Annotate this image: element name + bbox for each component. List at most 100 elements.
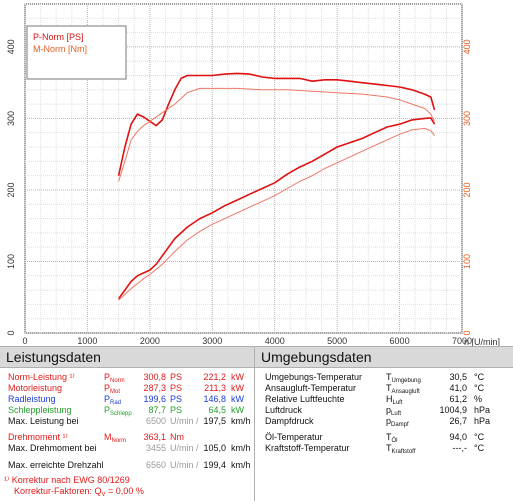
row-value-1: 87,7: [148, 405, 166, 415]
row-symbol: PSchlepp: [104, 405, 132, 417]
y-tick-label-left: 0: [6, 330, 16, 335]
x-tick-label: 1000: [77, 336, 97, 346]
row-label: Kraftstoff-Temperatur: [265, 443, 350, 453]
y-tick-label-left: 100: [6, 254, 16, 269]
row-label: Radleistung: [8, 394, 56, 404]
row-value-2: 105,0: [203, 443, 226, 453]
series-line: [117, 117, 436, 300]
series-line: [118, 87, 435, 182]
x-tick-label: 7000: [452, 336, 472, 346]
row-unit-1: PS: [170, 372, 183, 382]
row-label: Relative Luftfeuchte: [265, 394, 345, 404]
row-value-1: 287,3: [143, 383, 166, 393]
row-label: Umgebungs-Temperatur: [265, 372, 363, 382]
row-value: 1004,9: [439, 405, 467, 415]
row-symbol: pDampf: [386, 416, 409, 428]
row-unit-1: U/min /: [170, 460, 199, 470]
legend-entry: M-Norm [Nm]: [33, 44, 87, 54]
row-unit-1: U/min /: [170, 416, 199, 426]
row-label: Öl-Temperatur: [265, 432, 323, 442]
row-symbol: TUmgebung: [386, 372, 421, 384]
y-tick-label-left: 200: [6, 182, 16, 197]
row-value-1: 6500: [145, 416, 166, 426]
row-unit-1: PS: [170, 394, 183, 404]
y-tick-label-left: 300: [6, 111, 16, 126]
footnote-factors: Korrektur-Faktoren: QV = 0,00 %: [14, 486, 144, 498]
row-value: ---,-: [452, 443, 468, 453]
row-unit: °C: [474, 432, 485, 442]
row-value: 26,7: [449, 416, 467, 426]
row-value-1: 300,8: [143, 372, 166, 382]
row-label: Ansaugluft-Temperatur: [265, 383, 357, 393]
row-unit: hPa: [474, 405, 491, 415]
row-label: Luftdruck: [265, 405, 303, 415]
row-value: 94,0: [449, 432, 467, 442]
row-label: Schleppleistung: [8, 405, 72, 415]
row-value: 61,2: [449, 394, 467, 404]
row-unit-2: km/h: [231, 443, 251, 453]
row-label: Max. Drehmoment bei: [8, 443, 97, 453]
row-unit: °C: [474, 372, 485, 382]
row-label: Drehmoment ¹⁾: [8, 432, 68, 442]
x-tick-label: 4000: [265, 336, 285, 346]
leistungsdaten-panel: Leistungsdaten Norm-Leistung ¹⁾ PNorm 300,…: [0, 346, 254, 501]
row-unit-2: kW: [231, 405, 244, 415]
row-symbol: TAnsaugluft: [386, 383, 420, 395]
row-unit: °C: [474, 383, 485, 393]
x-axis-label: n [U/min]: [464, 337, 500, 346]
y-tick-label-right: 200: [462, 182, 472, 197]
row-symbol: MNorm: [104, 432, 127, 444]
row-unit-1: PS: [170, 405, 183, 415]
series-line: [118, 127, 435, 301]
row-value: 30,5: [449, 372, 467, 382]
y-tick-label-right: 400: [462, 39, 472, 54]
row-symbol: PRad: [104, 394, 122, 406]
row-symbol: HLuft: [386, 394, 403, 406]
row-unit: °C: [474, 443, 485, 453]
row-symbol: TKraftstoff: [386, 443, 416, 455]
row-value-1: 3455: [145, 443, 166, 453]
row-value-1: 363,1: [143, 432, 166, 442]
row-unit-1: U/min /: [170, 443, 199, 453]
row-unit-1: Nm: [170, 432, 184, 442]
row-value-2: 64,5: [208, 405, 226, 415]
row-value: 41,0: [449, 383, 467, 393]
row-value-2: 211,3: [204, 383, 226, 393]
x-tick-label: 6000: [390, 336, 410, 346]
row-label: Max. Leistung bei: [8, 416, 79, 426]
row-symbol: pLuft: [386, 405, 402, 417]
row-symbol: PNorm: [104, 372, 125, 384]
x-tick-label: 0: [22, 336, 27, 346]
legend-entry: P-Norm [PS]: [33, 32, 84, 42]
legend-box: [26, 25, 127, 80]
row-value-1: 6560: [145, 460, 166, 470]
y-tick-label-right: 100: [462, 254, 472, 269]
y-tick-label-right: 0: [462, 330, 472, 335]
row-unit-2: km/h: [231, 416, 251, 426]
x-tick-label: 5000: [327, 336, 347, 346]
row-value-2: 197,5: [203, 416, 226, 426]
row-value-2: 199,4: [203, 460, 226, 470]
umgebungsdaten-title: Umgebungsdaten: [255, 347, 513, 368]
row-unit-1: PS: [170, 383, 183, 393]
row-symbol: TÖl: [386, 432, 398, 444]
row-unit-2: km/h: [231, 460, 251, 470]
row-label: Motorleistung: [8, 383, 63, 393]
row-unit: hPa: [474, 416, 491, 426]
row-symbol: PMot: [104, 383, 121, 395]
row-label: Max. erreichte Drehzahl: [8, 460, 104, 470]
row-value-2: 221,2: [203, 372, 226, 382]
row-unit: %: [474, 394, 483, 404]
row-unit-2: kW: [231, 383, 244, 393]
x-tick-label: 3000: [202, 336, 222, 346]
row-value-2: 146,8: [203, 394, 226, 404]
series-line: [117, 72, 436, 176]
x-tick-label: 2000: [140, 336, 160, 346]
row-unit-2: kW: [231, 372, 244, 382]
y-tick-label-left: 400: [6, 39, 16, 54]
leistungsdaten-title: Leistungsdaten: [0, 347, 254, 368]
row-label: Norm-Leistung ¹⁾: [8, 372, 75, 382]
umgebungsdaten-panel: Umgebungsdaten Umgebungs-Temperatur TUmge…: [254, 346, 513, 501]
row-label: Dampfdruck: [265, 416, 314, 426]
